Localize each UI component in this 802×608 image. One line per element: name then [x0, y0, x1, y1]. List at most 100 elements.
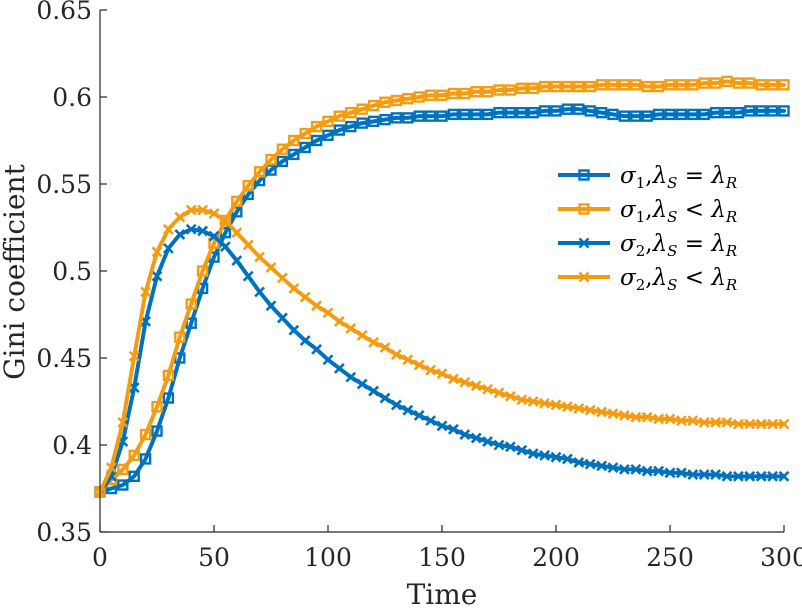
series-4-point-26-stroke-b	[390, 349, 402, 360]
series-4-point-50	[664, 413, 676, 425]
series-4-point-34-stroke-b	[482, 383, 494, 395]
series-1-point-24	[367, 115, 380, 128]
series-1-point-22	[345, 120, 357, 133]
series-2-point-6	[162, 369, 175, 382]
series-4-point-57-stroke-b	[744, 418, 756, 430]
series-2-point-42	[573, 80, 585, 93]
series-3-point-9	[197, 225, 209, 237]
series-4-point-36-stroke-b	[504, 390, 516, 402]
series-4-point-60	[778, 418, 790, 430]
series-2-point-55	[721, 75, 733, 88]
series-1-point-41	[561, 103, 574, 115]
series-3-point-46	[618, 463, 630, 475]
series-1-point-19	[310, 134, 323, 147]
series-1-point-20	[322, 129, 334, 141]
series-1-point-44	[595, 106, 608, 119]
series-3-point-48-stroke-b	[641, 465, 653, 477]
series-3-point-5-stroke-b	[151, 270, 163, 282]
series-4-point-48-stroke-b	[641, 411, 653, 423]
series-3-point-53-stroke-b	[698, 469, 710, 480]
series-3-point-4-stroke-b	[140, 316, 152, 327]
series-4-point-39	[539, 397, 551, 409]
series-4-point-4-stroke-b	[140, 286, 152, 298]
series-3-point-55	[721, 470, 733, 482]
series-4-point-30	[436, 368, 448, 380]
x-tick-label-3: 150	[418, 543, 466, 572]
series-4-point-35	[493, 387, 505, 399]
series-2-point-28	[413, 91, 425, 103]
series-3-point-49	[653, 465, 665, 477]
series-4-point-9-stroke-b	[197, 204, 209, 216]
series-2-point-27	[402, 93, 414, 105]
y-tick-label-0: 0.35	[36, 518, 92, 547]
legend-subscript: S	[667, 242, 677, 260]
series-4-point-25	[379, 342, 391, 353]
series-3-point-40-stroke-b	[550, 451, 562, 463]
series-4-point-32-stroke-b	[459, 376, 471, 388]
legend-text-part: <	[677, 265, 711, 291]
y-tick-label-6: 0.65	[36, 0, 92, 25]
series-4-point-14	[254, 251, 266, 263]
series-4-point-31-stroke-b	[447, 373, 459, 385]
series-4-point-6	[162, 223, 174, 235]
legend-label-2: σ1,λS < λR	[620, 197, 737, 226]
series-3-point-19	[311, 343, 323, 355]
series-3-point-9-stroke-b	[197, 225, 209, 237]
series-4-point-20	[322, 307, 334, 319]
series-1-point-49	[652, 108, 665, 121]
series-4-point-29-stroke-b	[425, 364, 437, 376]
x-tick-label-1: 50	[198, 543, 230, 572]
legend-item-2: σ1,λS < λR	[558, 197, 737, 226]
y-tick-label-4: 0.55	[36, 170, 92, 199]
series-3-point-29-stroke-b	[425, 415, 437, 427]
series-4-point-15-stroke-b	[265, 262, 277, 273]
series-2-point-4	[139, 428, 152, 441]
series-2-point-3	[128, 449, 140, 462]
legend-text-part: ,	[645, 265, 652, 291]
series-3-point-8-stroke-b	[185, 223, 197, 235]
series-4-point-19	[311, 300, 323, 312]
series-1-point-25	[379, 113, 391, 126]
series-2-point-17	[288, 134, 300, 147]
series-3-point-52-stroke-b	[687, 469, 699, 480]
series-2-point-51	[675, 79, 688, 91]
series-4-point-17-stroke-b	[288, 282, 300, 294]
series-2-point-44	[595, 79, 608, 91]
series-4-point-37	[516, 394, 528, 406]
series-4-point-46	[618, 410, 630, 421]
series-4-point-21-stroke-b	[333, 316, 345, 327]
series-4-point-14-stroke-b	[254, 251, 266, 263]
series-1-point-53	[698, 108, 710, 121]
series-2-point-38	[527, 82, 539, 95]
series-3-point-18	[299, 335, 311, 347]
series-2-point-54	[709, 77, 722, 89]
series-3-point-54-stroke-b	[710, 469, 722, 480]
series-4-point-55-stroke-b	[721, 416, 733, 428]
series-4-point-40	[550, 399, 562, 411]
series-4-point-46-stroke-b	[618, 410, 630, 421]
series-3-point-20	[322, 354, 334, 366]
legend-subscript: 2	[636, 242, 646, 260]
series-3-point-10	[208, 230, 220, 242]
series-1-point-55	[721, 106, 733, 119]
series-3-point-58	[755, 470, 767, 482]
series-3-point-45-stroke-b	[607, 462, 619, 474]
legend-text-part: λ	[652, 231, 668, 257]
series-3-point-15	[265, 300, 277, 312]
series-4-point-52-stroke-b	[687, 415, 699, 427]
series-3-point-57	[744, 470, 756, 482]
series-1-point-45	[607, 108, 619, 121]
series-2-point-45	[607, 79, 619, 91]
series-3-point-51-stroke-b	[675, 467, 687, 479]
series-3-point-25	[379, 392, 391, 404]
series-3-point-21	[333, 363, 345, 374]
series-4-point-49-stroke-b	[653, 413, 665, 425]
series-3-point-18-stroke-b	[299, 335, 311, 347]
series-2-point-2	[117, 463, 129, 476]
series-1-point-6	[162, 392, 175, 404]
legend-item-3: σ2,λS = λR	[558, 231, 737, 260]
series-4-point-45-stroke-b	[607, 408, 619, 420]
series-3-point-34	[482, 436, 494, 447]
series-3-point-21-stroke-b	[333, 363, 345, 374]
series-3-point-48	[641, 465, 653, 477]
